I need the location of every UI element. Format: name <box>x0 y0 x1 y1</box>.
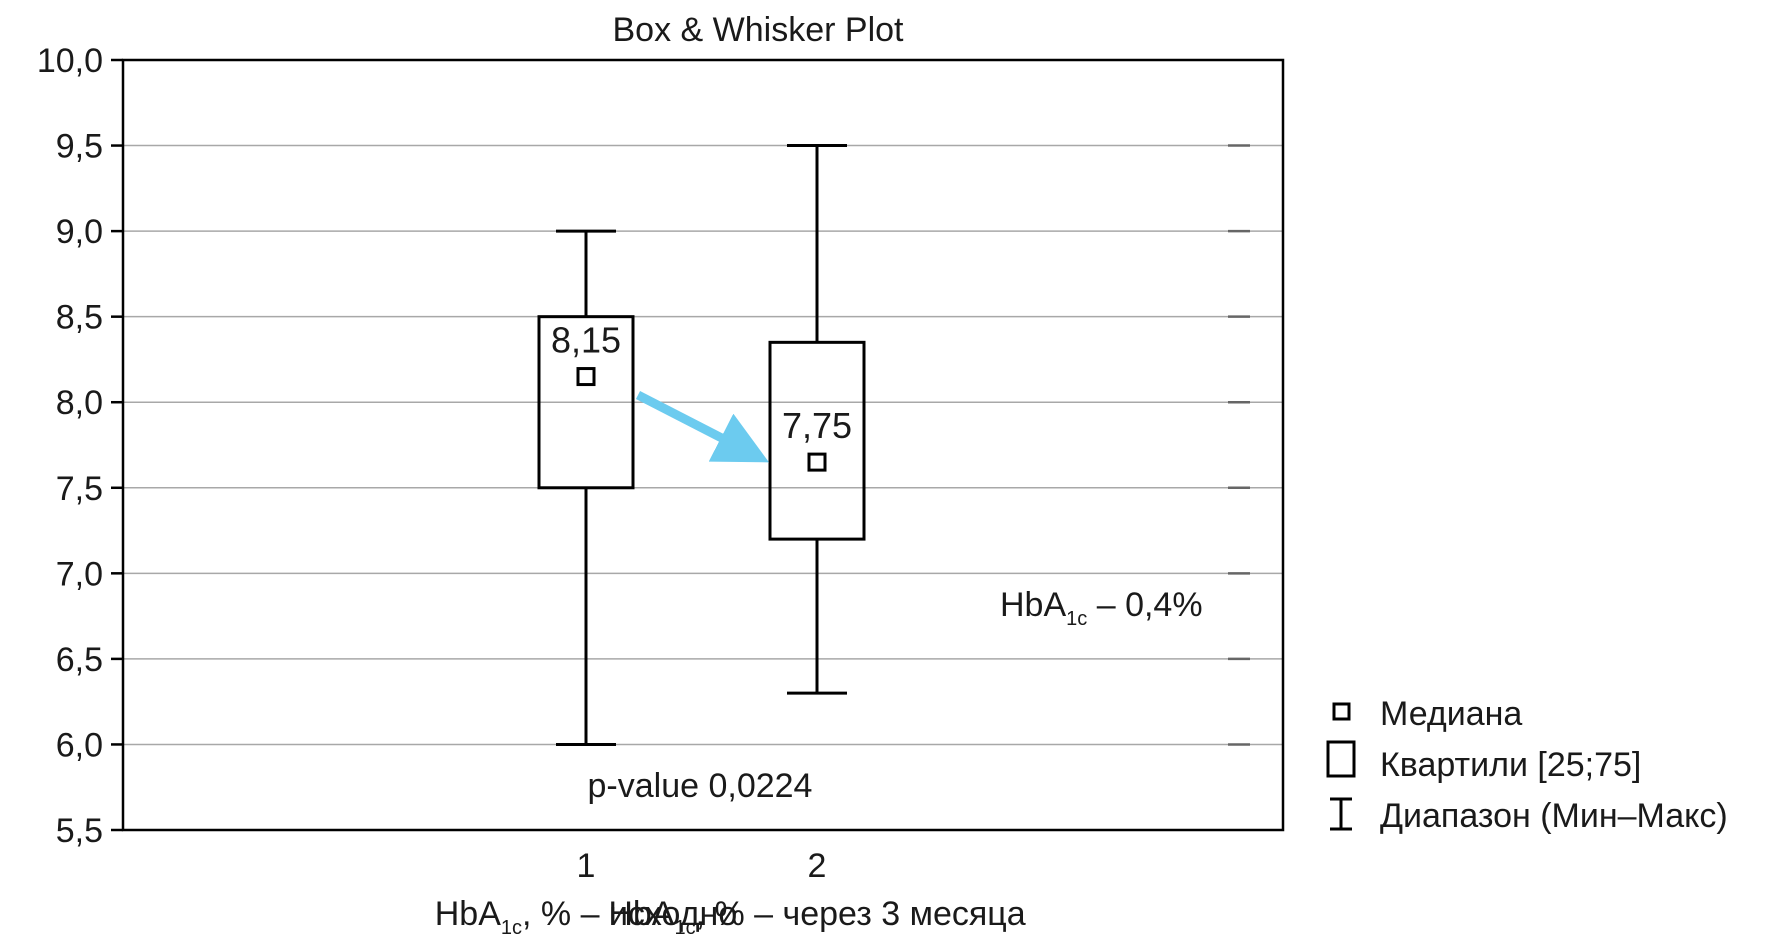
median-marker <box>807 452 827 472</box>
legend: Медиана Квартили [25;75] Диапазон (Мин–М… <box>1326 695 1728 835</box>
change-annotation: HbA1c – 0,4% <box>1000 586 1203 630</box>
plot-frame <box>121 58 1285 832</box>
legend-median-symbol <box>1332 702 1351 721</box>
y-axis: 10,0 9,5 9,0 8,5 8,0 7,5 7,0 6,5 6,0 5,5 <box>37 42 123 850</box>
y-tick-label: 9,0 <box>56 213 103 251</box>
y-tick-label: 7,0 <box>56 555 103 593</box>
y-tick-label: 9,5 <box>56 128 103 166</box>
change-arrow <box>635 390 770 463</box>
y-tick-label: 8,5 <box>56 299 103 337</box>
y-tick-label: 5,5 <box>56 812 103 850</box>
p-value-annotation: p-value 0,0224 <box>588 767 813 805</box>
x-category-number: 1 <box>577 847 596 885</box>
y-tick-label: 6,5 <box>56 641 103 679</box>
legend-box-label: Квартили [25;75] <box>1380 746 1641 784</box>
median-marker <box>576 367 596 387</box>
y-tick-label: 6,0 <box>56 726 103 764</box>
chart-title: Box & Whisker Plot <box>613 11 905 49</box>
legend-box-symbol <box>1326 740 1356 778</box>
median-label: 8,15 <box>551 320 621 361</box>
y-tick-label: 10,0 <box>37 42 103 80</box>
box-group-2: 7,75 <box>768 144 866 695</box>
quartile-box <box>537 315 635 490</box>
y-tick-label: 8,0 <box>56 384 103 422</box>
y-tick-label: 7,5 <box>56 470 103 508</box>
gridlines <box>123 144 1283 746</box>
median-label: 7,75 <box>782 405 852 446</box>
legend-whisker-label: Диапазон (Мин–Макс) <box>1380 797 1728 835</box>
box-group-1: 8,15 <box>537 229 635 746</box>
legend-whisker-symbol <box>1330 797 1352 831</box>
x-category-number: 2 <box>808 847 827 885</box>
x-category-label: HbA1c, % – исходно <box>435 895 738 939</box>
legend-median-label: Медиана <box>1380 695 1522 733</box>
x-category-label: HbA1c, % – через 3 месяца <box>608 895 1025 939</box>
boxes: 8,15 7,75 <box>537 144 866 746</box>
quartile-box <box>768 340 866 541</box>
x-axis-labels: 1 HbA1c, % – исходно 2 HbA1c, % – через 3 м… <box>435 847 1026 939</box>
